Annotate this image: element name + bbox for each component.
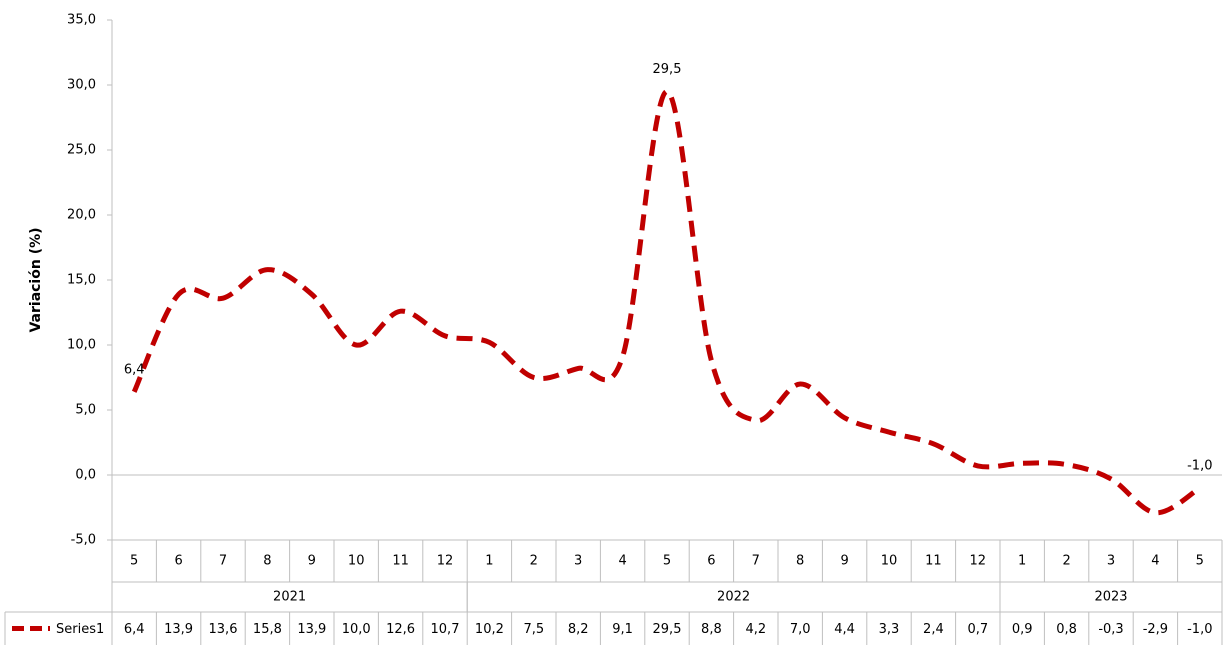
- x-tick-label: 1: [485, 554, 493, 569]
- table-value: 13,6: [209, 622, 238, 637]
- y-tick-label: 35,0: [67, 13, 96, 28]
- x-tick-label: 7: [752, 554, 760, 569]
- x-tick-label: 3: [1107, 554, 1115, 569]
- y-tick-label: 10,0: [67, 338, 96, 353]
- x-tick-label: 6: [707, 554, 715, 569]
- table-value: 12,6: [386, 622, 415, 637]
- x-tick-label: 9: [840, 554, 848, 569]
- x-tick-label: 4: [1151, 554, 1159, 569]
- table-value: -0,3: [1098, 622, 1123, 637]
- table-value: 7,0: [790, 622, 811, 637]
- x-tick-label: 5: [1196, 554, 1204, 569]
- y-axis-label: Variación (%): [28, 227, 44, 332]
- x-tick-label: 10: [348, 554, 365, 569]
- table-value: 4,2: [745, 622, 766, 637]
- legend-label: Series1: [56, 622, 104, 637]
- table-value: 10,0: [342, 622, 371, 637]
- table-value: 15,8: [253, 622, 282, 637]
- x-tick-label: 8: [263, 554, 271, 569]
- y-tick-label: 30,0: [67, 78, 96, 93]
- year-label: 2023: [1094, 590, 1127, 605]
- x-tick-label: 12: [970, 554, 987, 569]
- table-value: 3,3: [879, 622, 900, 637]
- x-tick-label: 5: [663, 554, 671, 569]
- x-tick-label: 2: [530, 554, 538, 569]
- table-value: 9,1: [612, 622, 633, 637]
- year-label: 2022: [717, 590, 750, 605]
- data-label: 6,4: [124, 362, 145, 377]
- year-label: 2021: [273, 590, 306, 605]
- table-value: -1,0: [1187, 622, 1212, 637]
- table-value: 8,8: [701, 622, 722, 637]
- series-line: [131, 88, 1202, 516]
- x-tick-label: 12: [437, 554, 454, 569]
- x-tick-label: 9: [308, 554, 316, 569]
- table-value: 0,8: [1056, 622, 1077, 637]
- table-value: 10,7: [431, 622, 460, 637]
- table-value: 6,4: [124, 622, 145, 637]
- data-label: -1,0: [1187, 459, 1212, 474]
- x-tick-label: 2: [1062, 554, 1070, 569]
- table-value: 10,2: [475, 622, 504, 637]
- x-tick-label: 8: [796, 554, 804, 569]
- table-value: 7,5: [523, 622, 544, 637]
- y-tick-label: 20,0: [67, 208, 96, 223]
- table-value: 4,4: [834, 622, 855, 637]
- table-value: 13,9: [164, 622, 193, 637]
- table-value: 29,5: [653, 622, 682, 637]
- table-value: 13,9: [297, 622, 326, 637]
- table-value: 0,9: [1012, 622, 1033, 637]
- x-tick-label: 6: [174, 554, 182, 569]
- table-value: -2,9: [1143, 622, 1168, 637]
- x-tick-label: 10: [881, 554, 898, 569]
- y-tick-label: 0,0: [75, 468, 96, 483]
- table-value: 2,4: [923, 622, 944, 637]
- y-tick-label: 25,0: [67, 143, 96, 158]
- table-value: 8,2: [568, 622, 589, 637]
- y-tick-label: 5,0: [75, 403, 96, 418]
- y-tick-label: -5,0: [71, 533, 96, 548]
- x-tick-label: 7: [219, 554, 227, 569]
- table-value: 0,7: [967, 622, 988, 637]
- x-tick-label: 11: [392, 554, 409, 569]
- x-tick-label: 3: [574, 554, 582, 569]
- x-tick-label: 5: [130, 554, 138, 569]
- x-tick-label: 4: [618, 554, 626, 569]
- data-label: 29,5: [653, 62, 682, 77]
- y-tick-label: 15,0: [67, 273, 96, 288]
- x-tick-label: 11: [925, 554, 942, 569]
- x-tick-label: 1: [1018, 554, 1026, 569]
